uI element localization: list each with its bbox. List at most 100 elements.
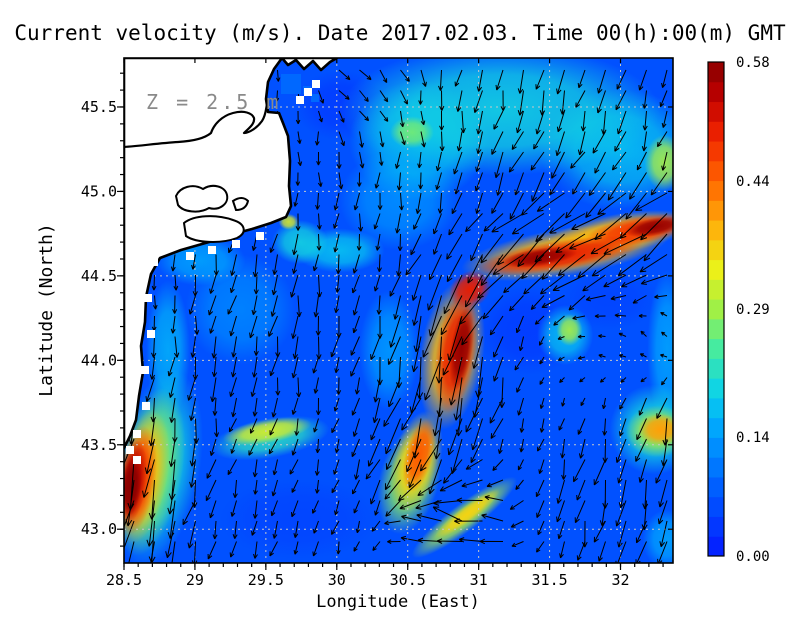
quiver-arrow — [574, 500, 586, 524]
quiver-arrow — [313, 377, 319, 394]
quiver-arrow — [467, 254, 483, 284]
quiver-arrow — [395, 213, 401, 234]
quiver-arrow — [379, 110, 389, 122]
quiver-arrow — [336, 541, 341, 555]
quiver-arrow — [296, 295, 302, 318]
quiver-arrow — [569, 233, 606, 250]
quiver-arrow — [353, 541, 360, 552]
quiver-arrow — [418, 172, 424, 190]
colorbar-segment — [708, 101, 724, 122]
colorbar-segment — [708, 536, 724, 557]
x-tick-label: 29.5 — [248, 571, 284, 589]
quiver-arrow — [576, 479, 586, 501]
quiver-arrow — [149, 356, 156, 380]
quiver-arrow — [489, 397, 504, 424]
quiver-arrow — [614, 131, 627, 152]
quiver-arrow — [317, 172, 323, 187]
quiver-arrow — [330, 336, 340, 358]
quiver-arrow — [480, 233, 504, 264]
quiver-arrow — [331, 479, 340, 494]
quiver-arrow — [632, 295, 647, 304]
quiver-arrow — [314, 459, 320, 476]
quiver-arrow — [616, 69, 627, 90]
quiver-arrow — [359, 110, 370, 122]
quiver-arrow — [435, 151, 442, 172]
quiver-arrow — [517, 233, 545, 268]
quiver-arrow — [539, 274, 565, 295]
coast-step-cell — [150, 258, 158, 266]
quiver-arrow — [398, 479, 422, 502]
quiver-arrow — [271, 479, 278, 497]
quiver-arrow — [551, 151, 565, 179]
quiver-arrow — [510, 520, 524, 528]
quiver-arrow — [615, 90, 627, 111]
quiver-arrow — [292, 336, 299, 360]
quiver-arrow — [582, 274, 606, 292]
quiver-arrow — [269, 233, 278, 253]
y-tick-label: 44.5 — [81, 267, 117, 285]
quiver-arrow — [558, 418, 565, 431]
quiver-arrow — [503, 274, 524, 294]
quiver-arrow — [355, 520, 361, 534]
quiver-arrow — [486, 479, 504, 488]
coast-step-cell — [133, 456, 141, 464]
quiver-arrow — [531, 172, 545, 202]
depth-annotation: Z = 2.5 m — [146, 90, 281, 114]
quiver-arrow — [539, 356, 545, 365]
quiver-arrow — [436, 377, 444, 418]
colorbar-tick-label: 0.14 — [736, 430, 770, 446]
quiver-arrow — [189, 459, 196, 488]
quiver-arrow — [470, 233, 483, 262]
quiver-arrow — [594, 313, 606, 319]
quiver-arrow — [250, 377, 258, 398]
coast-step-cell — [232, 240, 240, 248]
quiver-arrow — [290, 274, 299, 298]
quiver-arrow — [289, 459, 299, 475]
quiver-arrow — [483, 213, 504, 232]
colorbar-segment — [708, 279, 724, 300]
velocity-blob — [402, 417, 436, 492]
colorbar-segment — [708, 220, 724, 241]
quiver-arrow — [168, 377, 176, 398]
quiver-arrow — [336, 151, 342, 169]
quiver-arrow — [210, 377, 217, 403]
quiver-arrow — [435, 172, 442, 191]
colorbar-segment — [708, 476, 724, 498]
quiver-arrow — [636, 418, 647, 441]
quiver-arrow — [383, 397, 401, 427]
quiver-arrow — [536, 541, 545, 553]
quiver-arrow — [379, 131, 385, 148]
quiver-arrow — [460, 110, 466, 134]
quiver-arrow — [559, 377, 565, 383]
quiver-arrow — [205, 479, 217, 502]
quiver-arrow — [578, 438, 586, 459]
colorbar-segment — [708, 516, 724, 537]
quiver-arrow — [638, 459, 647, 483]
quiver-arrow — [621, 274, 647, 288]
quiver-arrow — [297, 131, 302, 144]
quiver-arrow — [315, 192, 321, 210]
quiver-arrow — [212, 520, 218, 540]
quiver-arrow — [370, 479, 381, 505]
quiver-arrow — [333, 213, 340, 229]
quiver-arrow — [387, 336, 401, 365]
quiver-arrow — [338, 172, 344, 190]
quiver-arrow — [576, 541, 586, 561]
quiver-arrow — [537, 520, 545, 536]
quiver-arrow — [552, 274, 586, 291]
quiver-arrow — [611, 151, 627, 171]
quiver-arrow — [557, 356, 565, 361]
quiver-arrow — [454, 69, 463, 87]
quiver-arrow — [379, 90, 389, 103]
lagoon-outline — [182, 215, 245, 243]
quiver-arrow — [313, 418, 319, 433]
quiver-arrow — [415, 192, 422, 214]
quiver-arrow — [596, 90, 606, 114]
quiver-arrow — [316, 213, 322, 230]
quiver-arrow — [387, 539, 401, 544]
quiver-arrow — [416, 513, 442, 522]
quiver-arrow — [352, 254, 360, 274]
velocity-blob — [124, 457, 142, 517]
quiver-arrow — [358, 213, 364, 232]
quiver-arrow — [440, 295, 463, 336]
